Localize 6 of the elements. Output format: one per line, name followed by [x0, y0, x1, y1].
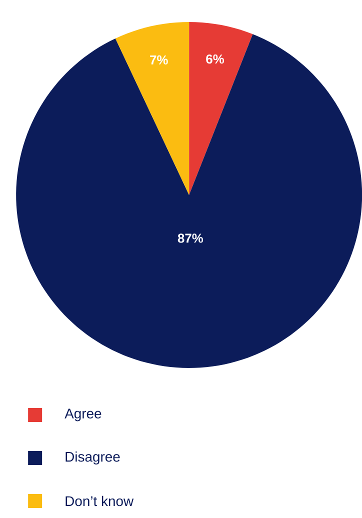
- legend-label: Agree: [64, 408, 102, 422]
- legend-label: Disagree: [66, 451, 120, 464]
- data-label: 7%: [150, 55, 168, 64]
- data-label: 87%: [178, 234, 204, 243]
- data-label: 6%: [206, 54, 224, 64]
- legend-label: Don’t know: [66, 496, 134, 506]
